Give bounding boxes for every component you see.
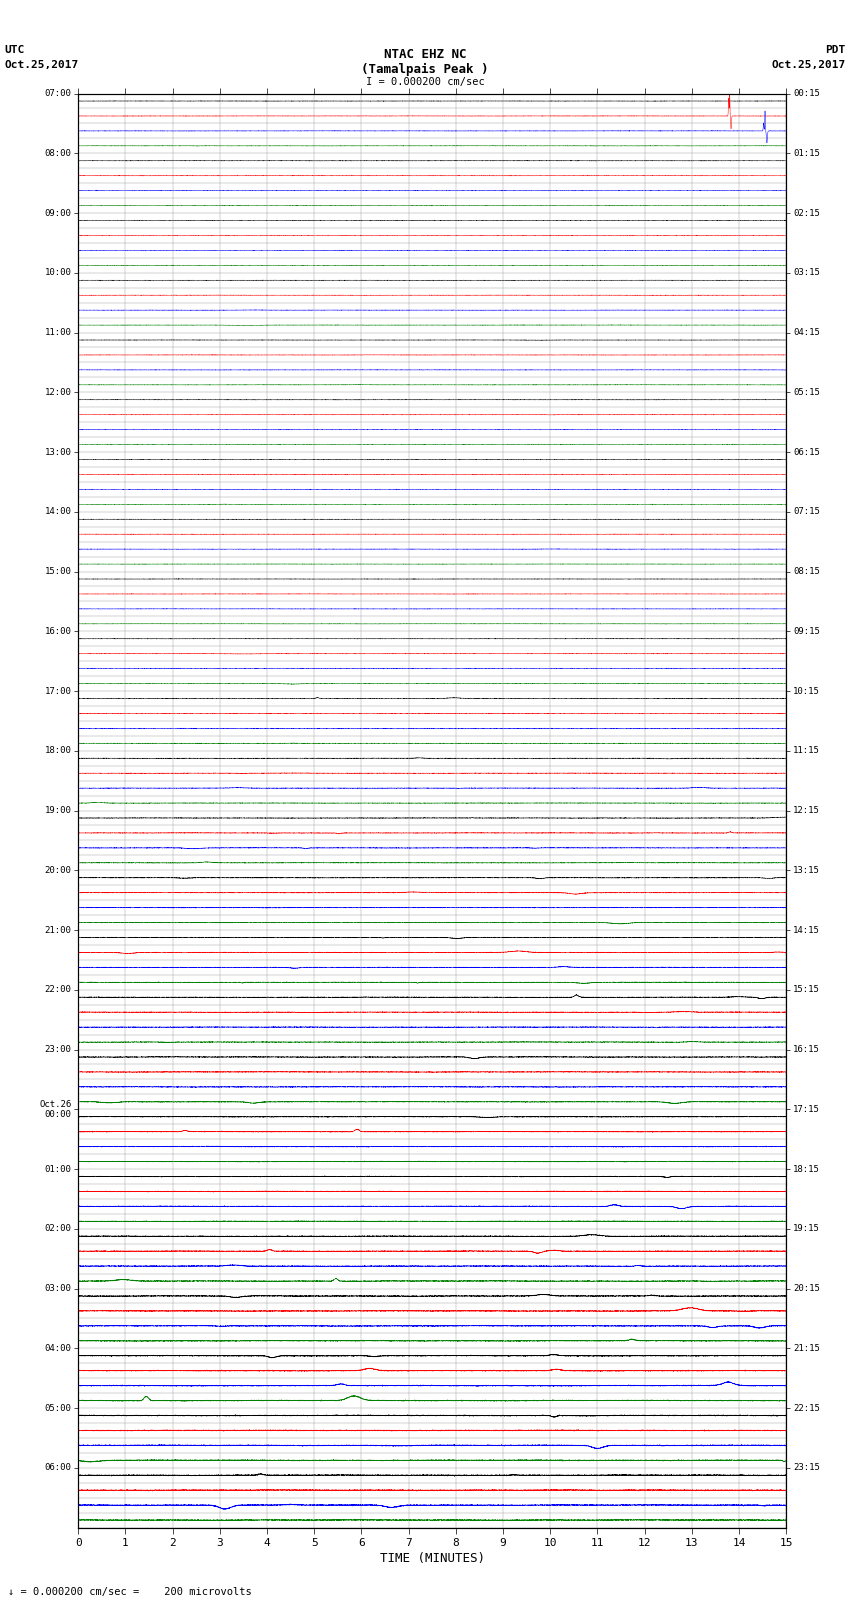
Text: (Tamalpais Peak ): (Tamalpais Peak ) [361, 63, 489, 76]
Text: PDT: PDT [825, 45, 846, 55]
X-axis label: TIME (MINUTES): TIME (MINUTES) [380, 1552, 484, 1565]
Text: NTAC EHZ NC: NTAC EHZ NC [383, 48, 467, 61]
Text: I = 0.000200 cm/sec: I = 0.000200 cm/sec [366, 77, 484, 87]
Text: UTC: UTC [4, 45, 25, 55]
Text: ↓ = 0.000200 cm/sec =    200 microvolts: ↓ = 0.000200 cm/sec = 200 microvolts [8, 1587, 252, 1597]
Text: Oct.25,2017: Oct.25,2017 [4, 60, 78, 69]
Text: Oct.25,2017: Oct.25,2017 [772, 60, 846, 69]
